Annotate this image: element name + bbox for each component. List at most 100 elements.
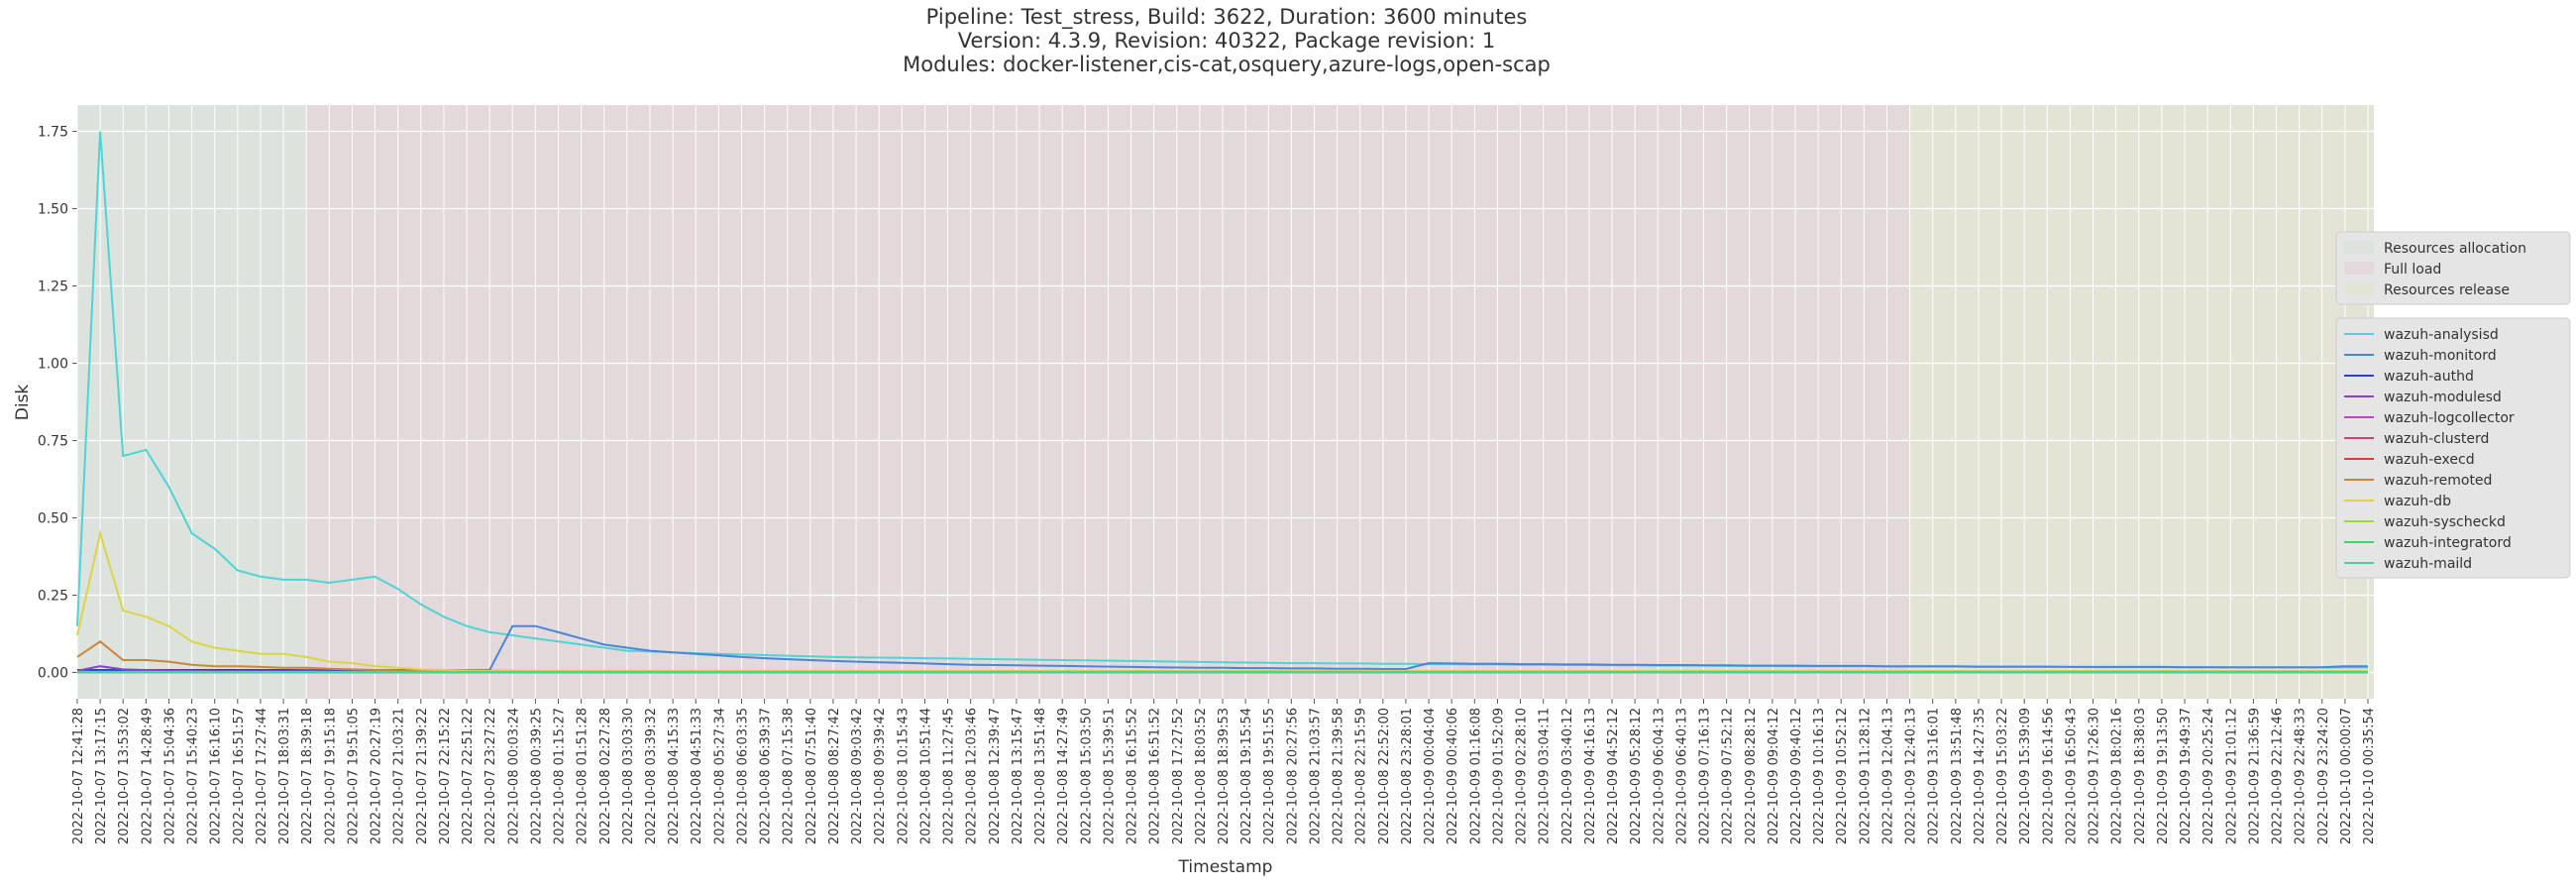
x-tick-label: 2022-10-09 03:04:11 <box>1538 708 1553 844</box>
x-tick-label: 2022-10-09 01:52:09 <box>1491 708 1506 844</box>
legend-label: Resources release <box>2384 282 2510 298</box>
x-tick-label: 2022-10-08 00:39:25 <box>529 708 544 844</box>
x-tick-label: 2022-10-07 19:51:05 <box>346 708 361 844</box>
legend-swatch <box>2344 282 2374 295</box>
y-tick-label: 0.25 <box>38 588 68 604</box>
x-tick-label: 2022-10-09 07:16:13 <box>1698 708 1713 844</box>
x-tick-label: 2022-10-09 15:03:22 <box>1995 708 2010 844</box>
x-tick-label: 2022-10-08 04:51:33 <box>690 708 704 844</box>
chart-title: Modules: docker-listener,cis-cat,osquery… <box>903 53 1551 76</box>
x-tick-label: 2022-10-08 05:27:34 <box>712 708 727 844</box>
x-tick-label: 2022-10-08 21:39:58 <box>1332 708 1346 844</box>
x-tick-label: 2022-10-09 04:52:12 <box>1606 708 1621 844</box>
y-tick-label: 0.75 <box>38 433 68 449</box>
legend-label: wazuh-syscheckd <box>2384 514 2506 530</box>
legend-label: wazuh-authd <box>2384 369 2474 385</box>
x-tick-label: 2022-10-07 21:39:22 <box>415 708 430 844</box>
x-tick-label: 2022-10-08 10:15:43 <box>896 708 911 844</box>
x-tick-label: 2022-10-08 13:51:48 <box>1033 708 1048 844</box>
x-tick-label: 2022-10-09 11:28:12 <box>1858 708 1873 844</box>
x-tick-label: 2022-10-07 20:27:19 <box>370 708 384 844</box>
x-tick-label: 2022-10-09 18:38:03 <box>2133 708 2148 844</box>
x-tick-label: 2022-10-07 12:41:28 <box>71 708 86 844</box>
x-tick-label: 2022-10-09 00:04:04 <box>1423 708 1438 844</box>
x-tick-label: 2022-10-09 19:13:50 <box>2156 708 2171 844</box>
legend-label: wazuh-remoted <box>2384 473 2492 489</box>
x-tick-label: 2022-10-09 20:25:24 <box>2201 708 2216 844</box>
x-tick-label: 2022-10-09 12:04:13 <box>1880 708 1895 844</box>
x-tick-label: 2022-10-08 01:15:27 <box>553 708 568 844</box>
x-tick-label: 2022-10-09 22:12:46 <box>2271 708 2286 844</box>
x-tick-label: 2022-10-08 12:03:46 <box>965 708 980 844</box>
x-tick-label: 2022-10-08 17:27:52 <box>1171 708 1186 844</box>
x-tick-label: 2022-10-09 18:02:16 <box>2110 708 2125 844</box>
x-tick-label: 2022-10-08 00:03:24 <box>506 708 521 844</box>
x-tick-label: 2022-10-08 10:51:44 <box>918 708 933 844</box>
x-tick-label: 2022-10-09 02:28:10 <box>1515 708 1530 844</box>
x-tick-label: 2022-10-09 16:14:56 <box>2041 708 2056 844</box>
x-tick-label: 2022-10-07 22:15:22 <box>438 708 453 844</box>
x-tick-label: 2022-10-08 02:27:28 <box>598 708 613 844</box>
x-tick-label: 2022-10-09 05:28:12 <box>1629 708 1644 844</box>
legend-label: wazuh-integratord <box>2384 535 2512 551</box>
x-tick-label: 2022-10-07 13:53:02 <box>117 708 132 844</box>
x-tick-label: 2022-10-07 22:51:22 <box>461 708 476 844</box>
chart-title: Version: 4.3.9, Revision: 40322, Package… <box>958 29 1496 53</box>
x-tick-label: 2022-10-08 15:03:50 <box>1079 708 1094 844</box>
x-tick-label: 2022-10-09 22:48:33 <box>2294 708 2308 844</box>
x-tick-label: 2022-10-09 06:40:13 <box>1674 708 1689 844</box>
legend-label: wazuh-maild <box>2384 556 2472 572</box>
x-tick-label: 2022-10-07 16:51:57 <box>232 708 247 844</box>
x-tick-label: 2022-10-07 13:17:15 <box>94 708 109 844</box>
x-tick-label: 2022-10-09 13:16:01 <box>1927 708 1942 844</box>
x-tick-label: 2022-10-09 17:26:30 <box>2088 708 2102 844</box>
y-axis-label: Disk <box>13 385 33 421</box>
x-tick-label: 2022-10-09 10:16:13 <box>1812 708 1827 844</box>
legend-label: wazuh-logcollector <box>2384 410 2515 426</box>
x-tick-label: 2022-10-09 10:52:12 <box>1835 708 1850 844</box>
x-tick-label: 2022-10-07 18:03:31 <box>277 708 292 844</box>
x-tick-label: 2022-10-08 07:51:40 <box>805 708 819 844</box>
x-tick-label: 2022-10-08 23:28:01 <box>1400 708 1415 844</box>
x-tick-label: 2022-10-08 11:27:45 <box>942 708 957 844</box>
x-tick-label: 2022-10-08 09:39:42 <box>873 708 888 844</box>
chart-title: Pipeline: Test_stress, Build: 3622, Dura… <box>926 5 1528 30</box>
x-tick-label: 2022-10-09 09:04:12 <box>1767 708 1781 844</box>
y-tick-label: 1.00 <box>38 357 68 373</box>
legend-label: wazuh-clusterd <box>2384 431 2489 447</box>
x-tick-label: 2022-10-07 21:03:21 <box>392 708 407 844</box>
x-tick-label: 2022-10-07 18:39:18 <box>300 708 315 844</box>
x-tick-label: 2022-10-08 08:27:42 <box>827 708 842 844</box>
x-tick-label: 2022-10-08 19:51:55 <box>1262 708 1277 844</box>
legend-label: wazuh-monitord <box>2384 348 2497 364</box>
x-tick-label: 2022-10-08 14:27:49 <box>1056 708 1071 844</box>
x-tick-label: 2022-10-07 17:27:44 <box>255 708 269 844</box>
legend-box <box>2335 317 2571 579</box>
legend-label: wazuh-db <box>2384 494 2451 509</box>
x-tick-label: 2022-10-09 08:28:12 <box>1744 708 1759 844</box>
legend-label: wazuh-analysisd <box>2384 327 2499 343</box>
x-tick-label: 2022-10-08 18:39:53 <box>1217 708 1232 844</box>
legend-swatch <box>2344 241 2374 254</box>
x-tick-label: 2022-10-09 13:51:48 <box>1950 708 1965 844</box>
y-tick-label: 1.75 <box>38 125 68 141</box>
x-axis-label: Timestamp <box>1178 857 1273 877</box>
x-tick-label: 2022-10-08 15:39:51 <box>1102 708 1117 844</box>
x-tick-label: 2022-10-09 21:01:12 <box>2224 708 2239 844</box>
x-tick-label: 2022-10-07 14:28:49 <box>140 708 155 844</box>
x-tick-label: 2022-10-09 19:49:37 <box>2179 708 2194 844</box>
x-tick-label: 2022-10-08 19:15:54 <box>1239 708 1254 844</box>
x-tick-label: 2022-10-08 07:15:38 <box>782 708 797 844</box>
x-tick-label: 2022-10-08 04:15:33 <box>667 708 682 844</box>
legend-label: wazuh-execd <box>2384 452 2475 468</box>
legend-label: wazuh-modulesd <box>2384 390 2502 405</box>
x-tick-label: 2022-10-09 04:16:13 <box>1583 708 1598 844</box>
x-tick-label: 2022-10-08 01:51:28 <box>576 708 590 844</box>
x-tick-label: 2022-10-07 23:27:22 <box>483 708 498 844</box>
x-tick-label: 2022-10-08 13:15:47 <box>1011 708 1025 844</box>
phase-band <box>1909 105 2374 699</box>
x-tick-label: 2022-10-08 22:15:59 <box>1354 708 1369 844</box>
x-tick-label: 2022-10-10 00:00:07 <box>2339 708 2354 844</box>
x-tick-label: 2022-10-08 20:27:56 <box>1285 708 1300 844</box>
x-tick-label: 2022-10-08 06:03:35 <box>735 708 750 844</box>
